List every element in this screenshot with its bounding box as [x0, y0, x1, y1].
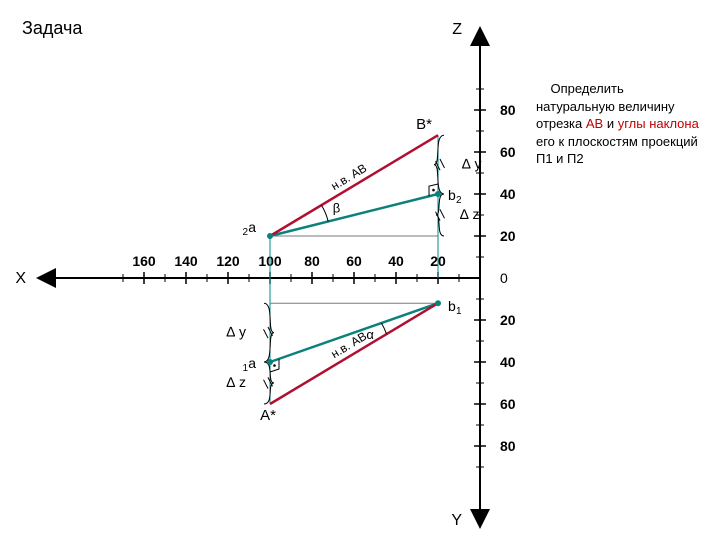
svg-text:B*: B*: [416, 116, 432, 133]
svg-text:∆ y: ∆ y: [462, 156, 481, 172]
svg-text:β: β: [333, 200, 340, 215]
svg-text:∆ z: ∆ z: [227, 374, 246, 390]
svg-text:60: 60: [500, 396, 516, 412]
svg-text:80: 80: [304, 253, 320, 269]
svg-text:40: 40: [388, 253, 404, 269]
svg-text:20: 20: [500, 312, 516, 328]
svg-text:1: 1: [456, 306, 462, 317]
svg-text:2: 2: [456, 195, 462, 206]
svg-text:∆ y: ∆ y: [227, 324, 246, 340]
svg-text:20: 20: [500, 228, 516, 244]
svg-text:b: b: [448, 187, 456, 203]
svg-text:Z: Z: [452, 21, 462, 38]
svg-text:2: 2: [242, 227, 248, 238]
diagram: XZY0160140120100806040208060402020406080…: [0, 0, 720, 540]
svg-text:40: 40: [500, 186, 516, 202]
svg-text:a: a: [248, 355, 256, 371]
svg-text:0: 0: [500, 270, 508, 286]
svg-text:80: 80: [500, 438, 516, 454]
svg-text:1: 1: [242, 363, 248, 374]
svg-text:∆ z: ∆ z: [460, 206, 479, 222]
svg-text:60: 60: [346, 253, 362, 269]
svg-text:b: b: [448, 298, 456, 314]
svg-text:80: 80: [500, 102, 516, 118]
svg-text:40: 40: [500, 354, 516, 370]
svg-text:160: 160: [132, 253, 156, 269]
svg-text:140: 140: [174, 253, 198, 269]
svg-text:120: 120: [216, 253, 240, 269]
svg-text:Y: Y: [451, 512, 462, 529]
svg-text:A*: A*: [260, 407, 276, 424]
svg-text:60: 60: [500, 144, 516, 160]
svg-text:X: X: [15, 270, 26, 287]
svg-text:a: a: [248, 219, 256, 235]
